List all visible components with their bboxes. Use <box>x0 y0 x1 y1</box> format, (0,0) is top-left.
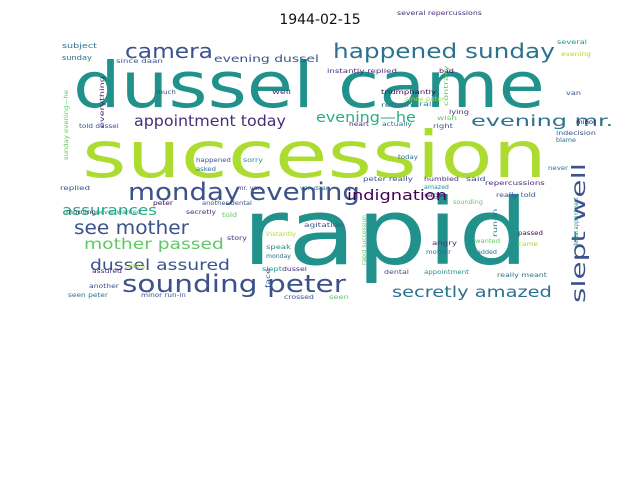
word-evening: evening <box>561 51 591 58</box>
word-several-repercussions: several repercussions <box>397 10 482 17</box>
word-appointment: appointment <box>424 268 469 275</box>
word-secretly: secretly <box>186 209 216 216</box>
word-well: well <box>272 89 291 96</box>
word-evening-he: evening—he <box>316 109 416 126</box>
word-van-daan: van daan <box>300 185 330 192</box>
word-told: told <box>222 212 237 219</box>
chart-title: 1944-02-15 <box>279 12 361 28</box>
word-mother-passed: mother passed <box>84 235 224 253</box>
word-run-in: run-in <box>492 209 499 237</box>
word-indignation: indignation <box>347 187 447 204</box>
word-rage: rage <box>424 191 444 198</box>
word-face: face <box>265 268 272 288</box>
word-rapid: rapid <box>242 179 529 286</box>
word-indecision: indecision <box>556 129 596 137</box>
word-rain: rain <box>419 101 438 108</box>
word-asked: asked <box>196 165 216 172</box>
word-several: several <box>557 38 587 46</box>
word-actually: actually <box>382 121 412 128</box>
word-slept: slept <box>262 265 282 273</box>
word-mother: mother <box>426 248 451 255</box>
word-happened-sunday: happened sunday <box>333 40 555 63</box>
word-speak: speak <box>266 243 292 250</box>
word-instantly-replied: instantly replied <box>327 67 397 74</box>
word-dental: dental <box>384 268 409 276</box>
word-dussel-came: dussel came <box>73 50 545 123</box>
word-added: added <box>477 249 497 256</box>
word-replied: replied <box>60 184 90 191</box>
word-another-dental: another dental <box>202 199 252 207</box>
word-wish: wish <box>437 114 457 121</box>
word-appointment-today: appointment today <box>134 112 286 129</box>
word-assurances: assurances <box>62 202 157 218</box>
word-van: van <box>566 89 581 97</box>
word-seen: seen <box>329 293 349 300</box>
word-peter-really: peter really <box>363 175 414 182</box>
word-contrary: contrary <box>443 65 450 106</box>
word-secretly-amazed: secretly amazed <box>392 284 552 301</box>
word-wanted: wanted <box>475 237 500 245</box>
word-really-told: really told <box>496 191 536 199</box>
word-lying: lying <box>449 108 469 115</box>
word-assured: assured <box>92 268 122 275</box>
word-really-meant: really meant <box>497 271 547 279</box>
word-triumphantly: triumphantly <box>381 88 437 95</box>
word-dussel: dussel <box>282 266 307 273</box>
word-peter: peter <box>153 200 173 207</box>
word-sorry: sorry <box>243 156 263 164</box>
word-minor-run-in: minor run-in <box>141 292 186 299</box>
word-refrain: refrain <box>381 102 413 109</box>
word-see-mother: see mother <box>74 217 190 239</box>
word-monday: monday <box>266 253 291 260</box>
word-subject: subject <box>62 41 98 49</box>
word-passed: passed <box>518 230 543 237</box>
word-amazed: amazed <box>424 184 449 191</box>
word-evening-mr: evening mr. <box>471 112 613 130</box>
word-came: came <box>518 241 538 248</box>
word-crossed: crossed <box>284 294 314 301</box>
word-said: said <box>466 176 486 183</box>
word-since-daan: since daan <box>116 57 163 64</box>
word-sounding-peter: sounding peter <box>122 271 347 299</box>
word-instantly: instantly <box>266 230 296 237</box>
word-mr-van: mr. van <box>237 185 262 192</box>
word-dussel-assured: dussel assured <box>90 257 230 275</box>
word-succession: succession <box>82 118 547 193</box>
word-bad: bad <box>439 67 454 75</box>
word-sounding: sounding <box>453 199 483 206</box>
word-another: another <box>89 283 119 290</box>
word-blame: blame <box>556 137 576 144</box>
word-camera: camera <box>125 40 213 63</box>
word-happened: happened <box>196 156 231 163</box>
word-repercussions: repercussions <box>485 179 545 186</box>
word-sunday: sunday <box>62 54 92 62</box>
word-seen-peter: seen peter <box>68 292 108 299</box>
word-told-dussel: told dussel <box>79 123 119 130</box>
word-never: never <box>548 164 568 171</box>
word-monday-evening: monday evening <box>128 179 360 207</box>
word-since-peter: since peter <box>405 96 445 103</box>
word-right: right <box>433 122 453 129</box>
word-dental-appointment: dental appointment <box>574 196 580 247</box>
word-humbled: humbled <box>424 175 459 183</box>
word-minor: minor <box>576 118 596 125</box>
word-story: story <box>227 234 247 242</box>
word-much: much <box>156 89 176 96</box>
word-sunday-evening-he: sunday evening—he <box>62 90 69 160</box>
word-today: today <box>398 153 418 160</box>
word-everything: everything <box>99 76 106 128</box>
word-heart: heart <box>349 121 369 128</box>
word-rapid-succession: rapid succession <box>361 215 368 265</box>
word-angry: angry <box>432 239 458 246</box>
word-agitation: agitation <box>304 222 344 229</box>
word-morning: morning <box>66 209 96 216</box>
word-camera: camera <box>125 264 145 270</box>
word-never-wanted: never wanted <box>96 209 141 216</box>
word-slept-well: slept well <box>567 163 589 303</box>
word-evening-dussel: evening dussel <box>214 53 319 65</box>
